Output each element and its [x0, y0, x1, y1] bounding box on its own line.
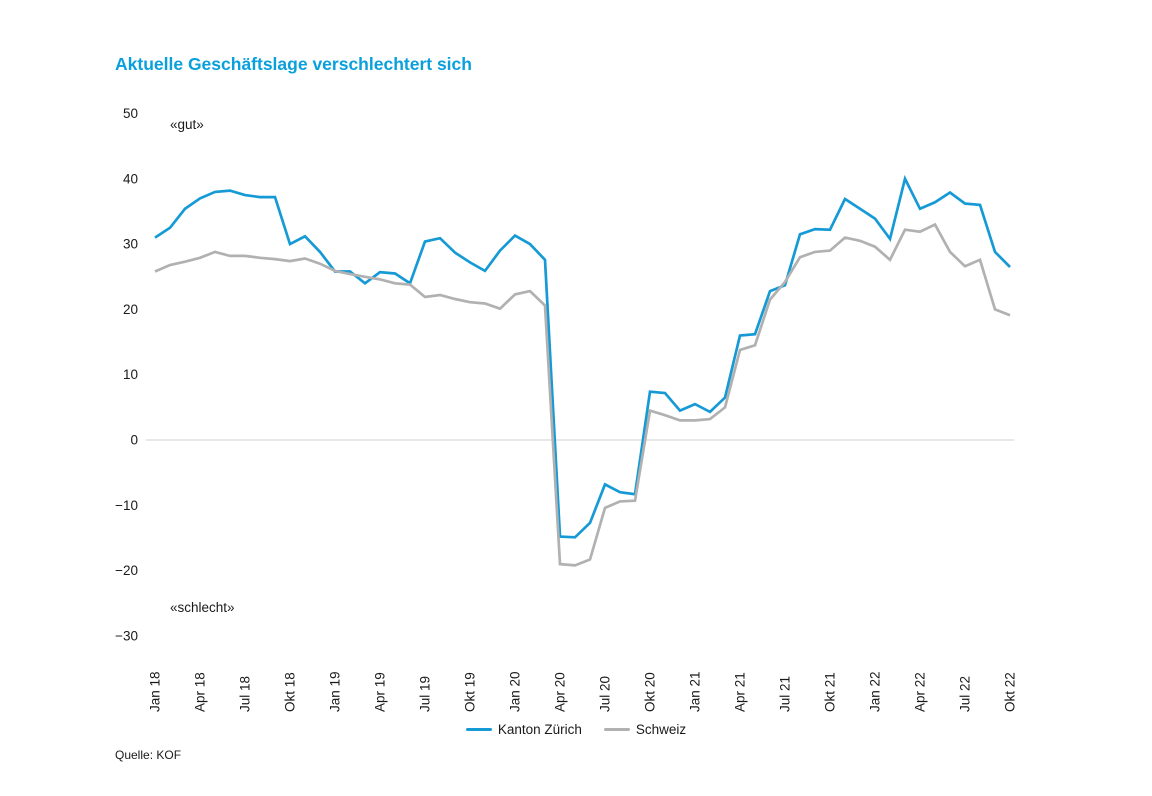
x-axis-tick-label: Jan 19 [328, 671, 343, 712]
y-axis-tick-label: 30 [123, 237, 138, 252]
x-axis-tick-label: Jan 18 [148, 671, 163, 712]
legend-item-kanton-zuerich: Kanton Zürich [465, 722, 582, 737]
x-axis-tick-label: Apr 20 [553, 672, 568, 712]
legend-item-schweiz: Schweiz [603, 722, 687, 737]
chart-legend: Kanton Zürich Schweiz [0, 722, 1152, 737]
series-line-kanton-z-rich [154, 174, 1011, 539]
y-axis-tick-label: 50 [123, 106, 138, 121]
x-axis-tick-label: Okt 18 [283, 672, 298, 712]
annotation-gut: «gut» [170, 117, 204, 132]
x-axis-tick-label: Okt 19 [463, 672, 478, 712]
y-axis-tick-label: −10 [115, 498, 138, 513]
x-axis-tick-label: Apr 19 [373, 672, 388, 712]
y-axis-tick-label: −30 [115, 628, 138, 643]
x-axis-tick-label: Jul 20 [598, 676, 613, 712]
x-axis-tick-label: Jan 20 [508, 671, 523, 712]
x-axis-tick-label: Jan 22 [868, 671, 883, 712]
x-axis-tick-label: Jul 18 [238, 676, 253, 712]
y-axis-tick-label: 40 [123, 171, 138, 186]
x-axis-tick-label: Jul 21 [778, 676, 793, 712]
source-note: Quelle: KOF [115, 748, 182, 762]
y-axis-tick-label: 0 [130, 433, 138, 448]
y-axis-tick-label: 10 [123, 367, 138, 382]
legend-label-schweiz: Schweiz [635, 722, 687, 737]
x-axis-tick-label: Apr 22 [913, 672, 928, 712]
y-axis-tick-label: −20 [115, 563, 138, 578]
x-axis-tick-label: Jan 21 [688, 671, 703, 712]
x-axis-tick-label: Okt 20 [643, 672, 658, 712]
legend-swatch-kanton-zuerich [465, 728, 492, 731]
x-axis-tick-label: Apr 18 [193, 672, 208, 712]
x-axis-tick-label: Jul 22 [958, 676, 973, 712]
x-axis-tick-label: Okt 21 [823, 672, 838, 712]
legend-label-kanton-zuerich: Kanton Zürich [497, 722, 582, 737]
series-line-schweiz [154, 222, 1011, 567]
annotation-schlecht: «schlecht» [170, 600, 235, 615]
x-axis-tick-label: Apr 21 [733, 672, 748, 712]
y-axis-tick-label: 20 [123, 302, 138, 317]
x-axis-tick-label: Okt 22 [1003, 672, 1018, 712]
x-axis-tick-label: Jul 19 [418, 676, 433, 712]
legend-swatch-schweiz [603, 728, 630, 731]
chart-title: Aktuelle Geschäftslage verschlechtert si… [115, 54, 472, 74]
